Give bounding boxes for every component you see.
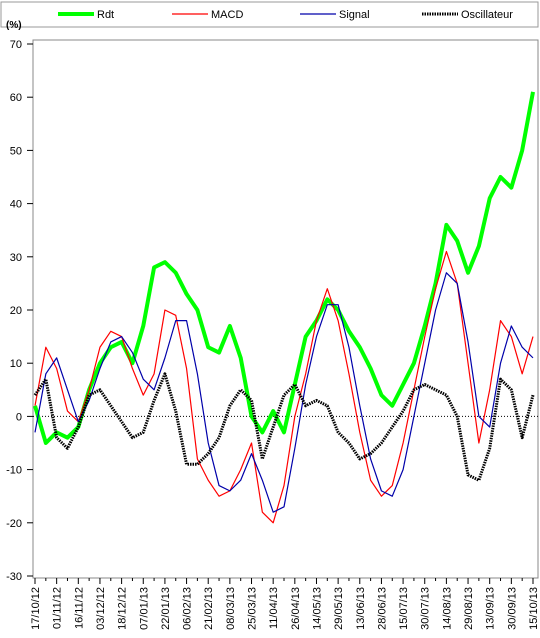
x-tick-label: 21/02/13 — [203, 587, 215, 630]
y-tick-label: 50 — [10, 145, 22, 157]
x-tick-label: 15/10/13 — [528, 587, 540, 630]
series-line — [33, 91, 535, 445]
x-tick-label: 28/06/13 — [376, 587, 388, 630]
y-tick-label: -20 — [6, 518, 22, 530]
x-tick-label: 03/12/12 — [95, 587, 107, 630]
series-line — [34, 250, 534, 524]
x-tick-label: 30/07/13 — [420, 587, 432, 630]
series-line — [33, 372, 535, 482]
legend-label: Rdt — [97, 9, 114, 21]
x-tick-label: 14/05/13 — [311, 587, 323, 630]
y-tick-label: 10 — [10, 358, 22, 370]
x-tick-label: 13/06/13 — [355, 587, 367, 630]
y-tick-label: -30 — [6, 571, 22, 583]
x-tick-label: 01/11/12 — [52, 587, 64, 629]
x-tick-label: 29/08/13 — [463, 587, 475, 630]
x-tick-label: 26/04/13 — [290, 587, 302, 630]
y-tick-label: 20 — [10, 305, 22, 317]
y-tick-label: 60 — [10, 92, 22, 104]
x-tick-label: 07/01/13 — [138, 587, 150, 630]
y-tick-label: 70 — [10, 39, 22, 51]
x-tick-label: 17/10/12 — [30, 587, 42, 630]
x-tick-label: 25/03/13 — [247, 587, 259, 630]
y-tick-label: 30 — [10, 252, 22, 264]
x-tick-label: 15/07/13 — [398, 587, 410, 630]
x-tick-label: 30/09/13 — [506, 587, 518, 630]
y-tick-label: 40 — [10, 199, 22, 211]
x-tick-label: 16/11/12 — [73, 587, 85, 629]
y-tick-label: -10 — [6, 465, 22, 477]
x-tick-label: 14/08/13 — [441, 587, 453, 630]
plot-area — [32, 39, 539, 579]
x-tick-label: 22/01/13 — [160, 587, 172, 630]
x-tick-label: 18/12/12 — [117, 587, 129, 630]
legend-label: MACD — [211, 9, 243, 21]
y-tick-label: 0 — [16, 411, 22, 423]
x-tick-label: 29/05/13 — [333, 587, 345, 630]
legend-label: Signal — [339, 9, 370, 21]
x-tick-label: 08/03/13 — [225, 587, 237, 630]
x-tick-label: 11/04/13 — [268, 587, 280, 629]
y-axis-label: (%) — [6, 20, 22, 31]
legend-label: Oscillateur — [461, 9, 513, 21]
x-tick-label: 13/09/13 — [485, 587, 497, 630]
series-line — [34, 272, 534, 513]
x-tick-label: 06/02/13 — [182, 587, 194, 630]
